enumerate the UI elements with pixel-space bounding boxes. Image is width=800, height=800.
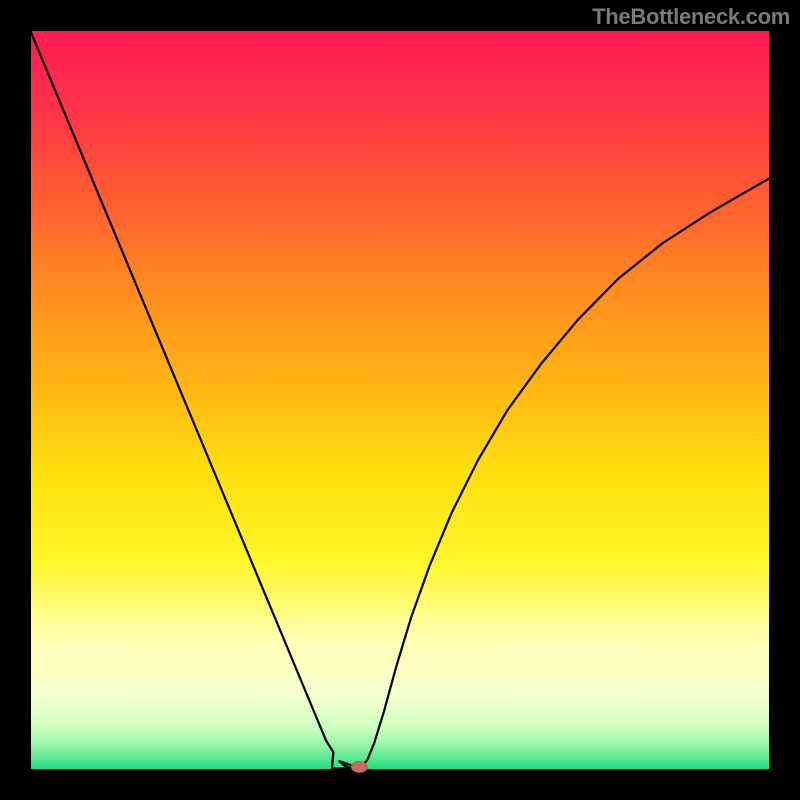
bottleneck-chart: TheBottleneck.com [0,0,800,800]
watermark-text: TheBottleneck.com [592,4,790,30]
chart-svg [0,0,800,800]
